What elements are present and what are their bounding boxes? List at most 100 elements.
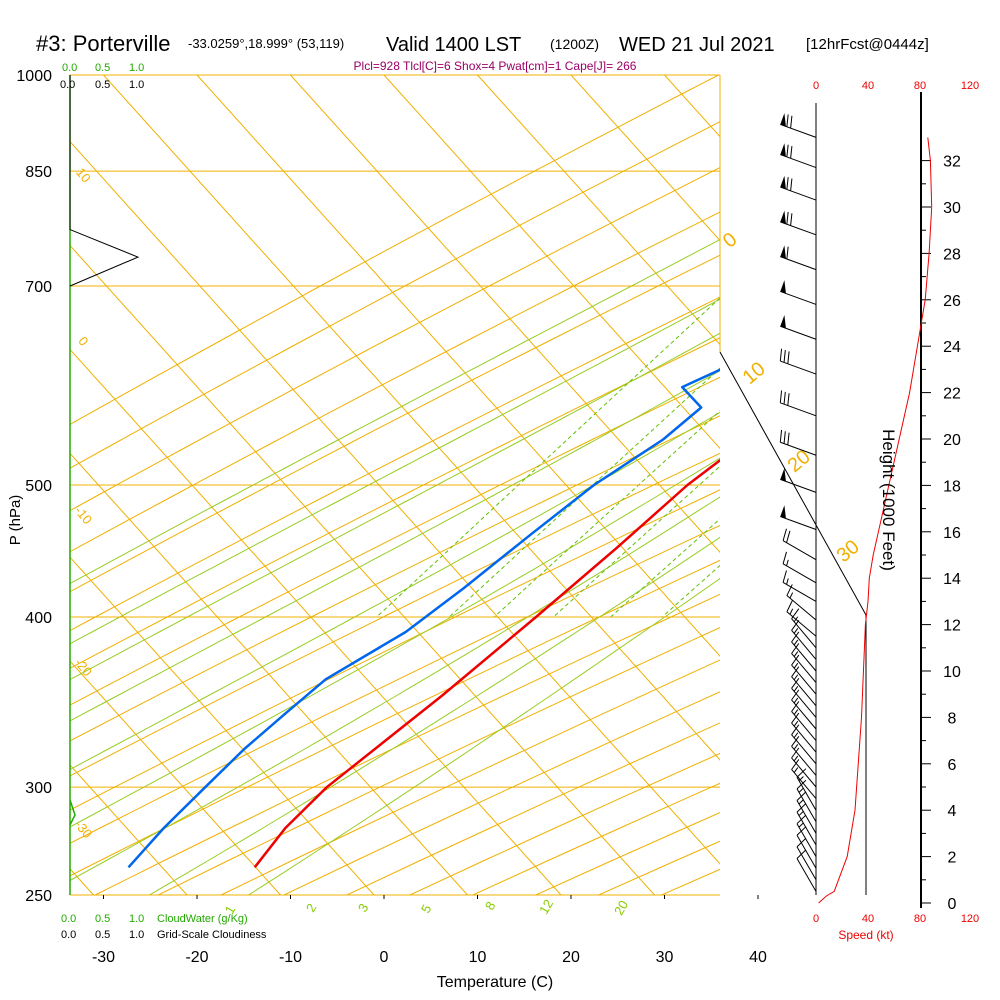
- pressure-tick-label: 400: [25, 610, 52, 627]
- barb-staff: [796, 835, 817, 869]
- moist-adiabat: [248, 577, 720, 895]
- wind-barb: [779, 348, 817, 375]
- barb-half-flag: [793, 697, 799, 704]
- barb-half-flag: [793, 639, 799, 646]
- dewpoint-trace: [127, 368, 720, 869]
- isotherm-label: -30: [72, 817, 96, 841]
- barb-flag: [782, 528, 787, 541]
- moist-adiabat: [70, 496, 720, 882]
- barb-half-flag: [793, 628, 799, 634]
- barb-staff: [780, 478, 817, 493]
- barb-flag: [791, 666, 800, 677]
- cloud-water-tick: 1.0: [129, 913, 144, 925]
- barb-flag: [791, 654, 800, 666]
- height-tick-label: 10: [943, 664, 961, 681]
- dry-adiabat: [70, 167, 720, 512]
- cloud-water-tick: 1.0: [129, 62, 144, 74]
- pressure-tick-label: 850: [25, 164, 52, 181]
- sounding-traces: [127, 368, 720, 869]
- cloud-water-tick: 0.0: [62, 62, 77, 74]
- temperature-trace: [253, 458, 720, 869]
- barb-staff: [791, 769, 817, 799]
- wind-barb: [796, 768, 817, 811]
- barb-half-flag: [793, 686, 799, 692]
- barb-flag: [791, 631, 800, 643]
- barb-staff: [791, 687, 817, 718]
- barb-staff: [782, 540, 817, 561]
- moist-adiabat: [70, 370, 720, 722]
- wind-barb: [791, 677, 817, 718]
- barb-staff: [791, 757, 817, 788]
- isotherm-label: 0: [75, 334, 91, 349]
- valid-time: Valid 1400 LST: [386, 34, 521, 56]
- barb-staff: [791, 734, 817, 765]
- moist-adiabat: [70, 239, 720, 585]
- isotherm: [383, 75, 720, 450]
- barb-half-flag: [798, 799, 804, 805]
- barb-flag: [791, 643, 800, 654]
- cloudiness-tick: 0.5: [95, 929, 110, 941]
- chart-header: #3: Porterville -33.0259°,18.999° (53,11…: [36, 31, 929, 73]
- temperature-tick-label: 0: [380, 949, 389, 966]
- mixing-ratio-line: [610, 518, 720, 618]
- wind-barb: [791, 747, 817, 788]
- mixing-ratio-line: [376, 297, 720, 618]
- height-tick-label: 16: [943, 525, 961, 542]
- isotherm: [70, 660, 281, 895]
- barb-staff: [780, 221, 817, 236]
- height-tick-label: 6: [948, 757, 957, 774]
- station-coords: -33.0259°,18.999° (53,119): [188, 36, 344, 51]
- moist-adiabat: [70, 411, 720, 771]
- barb-staff: [780, 123, 817, 138]
- isotherm: [477, 75, 720, 346]
- background-grid: [70, 75, 720, 895]
- barb-flag: [790, 115, 793, 129]
- dry-adiabat: [70, 211, 720, 553]
- dry-adiabat: [70, 254, 720, 593]
- barb-flag: [791, 724, 800, 735]
- cloudiness-tick: 0.0: [61, 929, 76, 941]
- y-axis-title: P (hPa): [7, 495, 24, 546]
- barb-staff: [780, 516, 817, 530]
- barb-flag: [787, 351, 790, 364]
- barb-flag: [786, 584, 793, 596]
- barb-flag: [782, 570, 787, 583]
- wind-barb: [780, 314, 817, 340]
- barb-flag: [791, 689, 800, 701]
- speed-tick: 0: [813, 913, 819, 925]
- height-tick-label: 18: [943, 478, 961, 495]
- barb-flag: [791, 677, 800, 689]
- height-tick-label: 30: [943, 200, 961, 217]
- barb-half-flag: [798, 787, 804, 793]
- cloud-water-tick: 0.5: [95, 62, 110, 74]
- barb-staff: [780, 402, 817, 417]
- wind-barb: [791, 689, 817, 730]
- speed-tick: 80: [914, 80, 926, 92]
- forecast-info: [12hrFcst@0444z]: [806, 36, 929, 53]
- barb-half-flag: [793, 662, 799, 669]
- temperature-tick-label: -30: [92, 949, 115, 966]
- temperature-tick-label: 10: [469, 949, 487, 966]
- pressure-tick-label: 300: [25, 780, 52, 797]
- barb-flag: [791, 735, 800, 747]
- barb-flag: [779, 429, 783, 443]
- dry-adiabat: [70, 452, 720, 777]
- utc-time: (1200Z): [550, 36, 599, 52]
- wind-barb: [796, 826, 817, 869]
- pressure-tick-label: 250: [25, 888, 52, 905]
- barb-pennant: [780, 175, 786, 190]
- wind-barb: [791, 608, 817, 649]
- wind-barb: [791, 654, 817, 695]
- pressure-tick-label: 500: [25, 478, 52, 495]
- dry-adiabat: [70, 524, 720, 844]
- wind-barb: [791, 631, 817, 672]
- barb-flag: [782, 551, 787, 564]
- mixing-ratio-label: 5: [418, 902, 435, 916]
- isotherm: [570, 75, 720, 242]
- barb-staff: [786, 611, 817, 637]
- barb-staff: [791, 629, 817, 660]
- wind-barb: [791, 724, 817, 765]
- height-tick-label: 12: [943, 618, 961, 635]
